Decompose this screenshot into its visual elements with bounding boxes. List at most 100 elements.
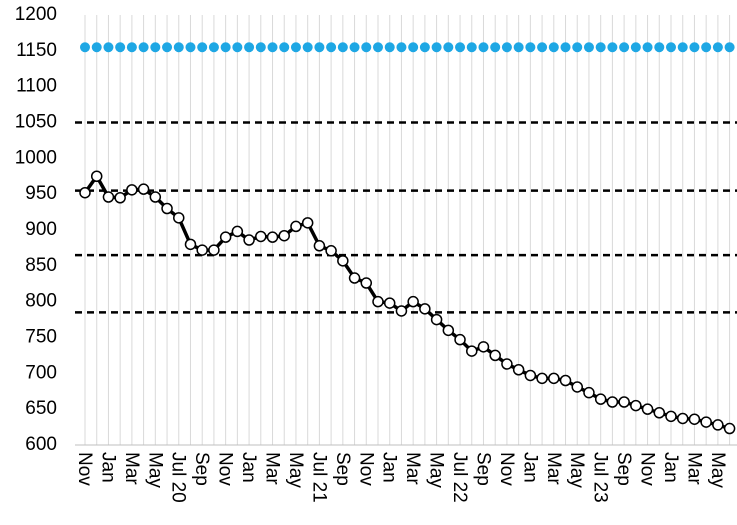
y-tick-label: 650 — [25, 398, 57, 419]
data-point — [512, 364, 525, 376]
data-point — [477, 341, 490, 353]
data-point — [548, 42, 559, 53]
data-point — [91, 42, 102, 53]
data-point — [231, 225, 244, 238]
x-tick-label: Sep — [332, 452, 353, 486]
data-point — [115, 42, 126, 53]
data-point — [548, 372, 560, 385]
data-point — [314, 42, 325, 53]
data-point — [665, 410, 677, 423]
data-point — [279, 42, 290, 53]
data-point — [325, 245, 337, 257]
data-point — [360, 277, 373, 289]
x-tick-label: Jul 21 — [308, 452, 329, 503]
data-point — [185, 42, 196, 53]
data-point — [266, 231, 279, 243]
data-point — [501, 42, 512, 53]
x-tick-label: Nov — [215, 452, 236, 486]
data-point — [700, 416, 712, 428]
data-point — [419, 42, 430, 53]
data-point — [326, 42, 337, 53]
data-point — [149, 191, 162, 203]
y-tick-label: 1000 — [15, 147, 57, 168]
y-tick-label: 700 — [25, 362, 57, 383]
data-point — [197, 42, 208, 53]
data-point — [114, 192, 126, 204]
data-point — [701, 42, 712, 53]
x-tick-label: Jan — [379, 452, 400, 483]
data-point — [349, 42, 360, 53]
data-point — [583, 42, 594, 53]
data-point — [688, 413, 701, 425]
data-point — [607, 42, 618, 53]
x-tick-label: Nov — [74, 452, 95, 486]
data-point — [666, 42, 676, 53]
data-point — [490, 42, 501, 53]
data-point — [442, 324, 455, 337]
data-point — [232, 42, 243, 53]
data-point — [408, 42, 419, 53]
data-point — [537, 42, 548, 53]
data-point — [208, 42, 219, 53]
x-tick-label: Jul 22 — [449, 452, 470, 503]
data-point — [689, 42, 700, 53]
data-point — [302, 42, 313, 53]
data-point — [723, 422, 736, 435]
x-tick-label: May — [566, 452, 587, 488]
data-point — [513, 42, 524, 53]
data-point — [290, 42, 301, 53]
data-point — [244, 42, 255, 53]
data-point — [642, 42, 653, 53]
x-tick-label: Mar — [683, 452, 704, 485]
data-point — [161, 202, 173, 215]
data-point — [712, 419, 724, 431]
x-tick-label: Sep — [191, 452, 212, 486]
data-point — [583, 386, 595, 399]
data-point — [466, 345, 478, 357]
data-point — [150, 42, 161, 53]
data-point — [126, 42, 137, 53]
data-point — [653, 407, 666, 419]
data-point — [489, 349, 501, 362]
y-tick-label: 900 — [25, 219, 57, 240]
data-point — [419, 303, 431, 315]
data-point — [162, 42, 173, 53]
y-tick-label: 800 — [25, 291, 57, 312]
data-point — [501, 358, 513, 370]
data-point — [677, 42, 688, 53]
data-point — [79, 186, 91, 199]
data-point — [90, 170, 103, 182]
data-point — [525, 42, 536, 53]
data-point — [80, 42, 90, 53]
x-tick-label: Nov — [637, 452, 658, 486]
x-tick-label: May — [285, 452, 306, 488]
x-tick-label: Nov — [496, 452, 517, 486]
data-point — [572, 42, 583, 53]
data-point — [348, 272, 361, 284]
data-point — [313, 240, 326, 252]
data-point — [278, 229, 290, 242]
data-point — [102, 191, 115, 203]
data-point — [571, 381, 583, 393]
x-tick-label: Mar — [402, 452, 423, 485]
data-point — [361, 42, 372, 53]
x-tick-label: Sep — [613, 452, 634, 486]
x-tick-label: May — [144, 452, 165, 488]
y-tick-label: 1050 — [15, 112, 57, 133]
data-point — [524, 369, 537, 382]
data-point — [126, 184, 138, 196]
data-point — [654, 42, 665, 53]
y-tick-label: 850 — [25, 255, 57, 276]
data-point — [337, 42, 348, 53]
data-point — [290, 220, 302, 233]
data-point — [184, 238, 197, 251]
data-point — [243, 234, 255, 246]
x-tick-label: Nov — [355, 452, 376, 486]
data-point — [606, 396, 619, 408]
data-point — [173, 212, 185, 224]
data-point — [455, 42, 466, 53]
data-point — [383, 297, 396, 309]
data-point — [372, 295, 384, 308]
data-point — [594, 393, 607, 405]
